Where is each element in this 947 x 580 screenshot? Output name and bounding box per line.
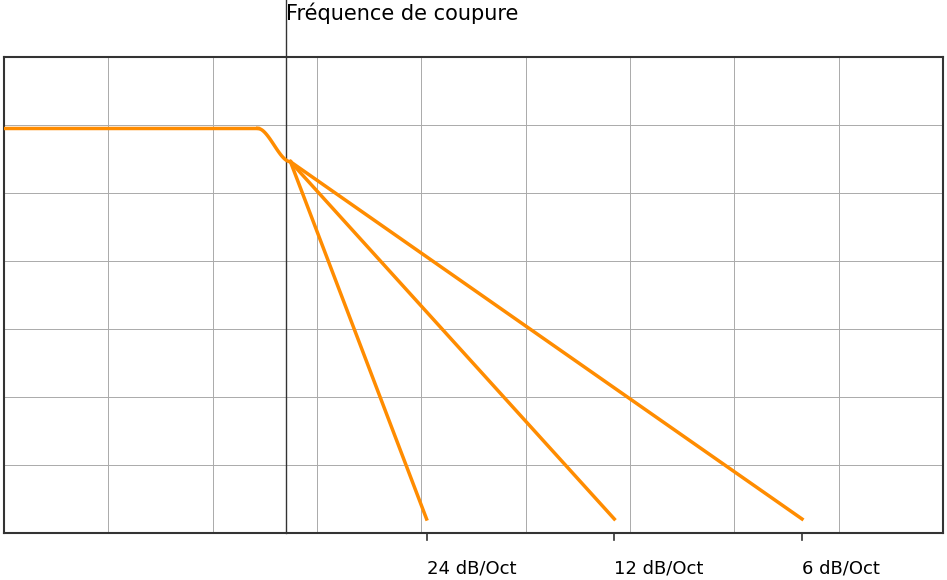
Text: 6 dB/Oct: 6 dB/Oct xyxy=(802,560,880,578)
Text: 24 dB/Oct: 24 dB/Oct xyxy=(426,560,516,578)
Text: Fréquence de coupure: Fréquence de coupure xyxy=(286,2,518,24)
Text: 12 dB/Oct: 12 dB/Oct xyxy=(615,560,704,578)
